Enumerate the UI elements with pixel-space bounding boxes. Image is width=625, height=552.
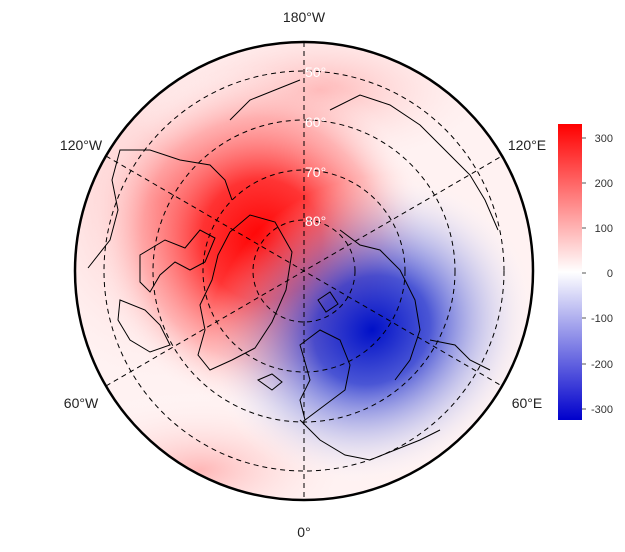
lon-label-0: 0° — [297, 524, 310, 540]
scandinavia — [299, 329, 351, 421]
svalbard — [317, 291, 339, 313]
lat-label-80: 80° — [305, 213, 326, 229]
siberia-coast — [329, 94, 499, 231]
russia-interior — [429, 339, 491, 371]
lat-label-70: 70° — [305, 164, 326, 180]
lat-label-50: 50° — [305, 64, 326, 80]
meridian-60w-120e — [105, 155, 503, 387]
lon-label-120w: 120°W — [60, 137, 103, 153]
lon-label-180w: 180°W — [283, 9, 326, 25]
hudson-region — [117, 299, 171, 353]
lat-label-60: 60° — [305, 114, 326, 130]
longitude-labels: 180°W 120°W 120°E 60°W 60°E 0° — [60, 9, 546, 540]
lon-label-60w: 60°W — [64, 395, 99, 411]
colorbar-tick-200: 200 — [595, 178, 613, 190]
iceland — [256, 373, 283, 391]
colorbar-tick-minus200: -200 — [591, 359, 613, 371]
colorbar-ticks — [582, 137, 586, 410]
lon-label-120e: 120°E — [508, 137, 546, 153]
alaska-coast — [229, 79, 301, 121]
latitude-labels: 50° 60° 70° 80° — [305, 64, 326, 229]
lon-label-60e: 60°E — [512, 395, 543, 411]
negative-anomaly-center — [206, 174, 533, 486]
coastlines — [87, 79, 499, 461]
colorbar: 300 200 100 0 -100 -200 -300 — [558, 124, 613, 420]
meridians — [105, 42, 503, 500]
colorbar-gradient — [558, 124, 582, 420]
lat-circle-80 — [252, 219, 356, 323]
lat-circle-50 — [103, 70, 505, 472]
canadian-archipelago — [139, 229, 216, 293]
anomaly-field — [75, 42, 533, 500]
colorbar-tick-minus300: -300 — [591, 404, 613, 416]
map-border — [73, 40, 535, 502]
greenland-outline — [197, 214, 293, 371]
north-america-coast — [87, 149, 233, 269]
eurasia-arctic-coast — [339, 229, 421, 381]
colorbar-tick-minus100: -100 — [591, 313, 613, 325]
colorbar-tick-100: 100 — [595, 223, 613, 235]
colorbar-tick-300: 300 — [595, 133, 613, 145]
lat-circle-70 — [202, 169, 406, 373]
colorbar-tick-0: 0 — [607, 268, 613, 280]
